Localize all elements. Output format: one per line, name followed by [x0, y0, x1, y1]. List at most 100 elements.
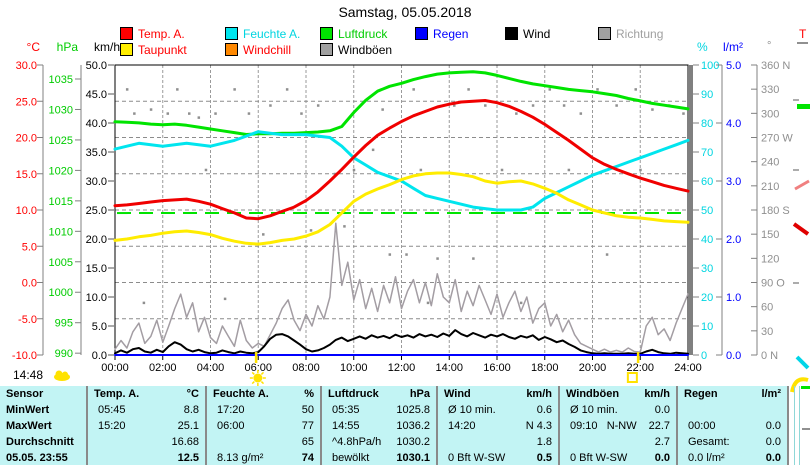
cell-label: 14:55: [332, 420, 360, 432]
table-row: 16.68: [88, 434, 205, 450]
legend-swatch: [415, 27, 428, 40]
direction-tick-label: 270 W: [761, 133, 793, 145]
column-header: Luftdruck hPa: [322, 386, 436, 402]
pressure-tick-label: 995: [55, 318, 73, 330]
legend-label: Taupunkt: [138, 43, 187, 57]
row-label: Durchschnitt: [6, 436, 74, 448]
cell-value: 0.0: [765, 436, 781, 448]
table-row: 15:20 25.1: [88, 418, 205, 434]
direction-tick-label: 240: [761, 157, 779, 169]
direction-point: [548, 88, 552, 91]
direction-point: [333, 172, 337, 176]
column-unit: l/m²: [761, 388, 781, 400]
time-tick-label: 22:00: [626, 362, 654, 374]
temp-tick-label: -5.0: [18, 314, 37, 326]
wind-tick-label: 25.0: [86, 205, 107, 217]
direction-point: [419, 168, 423, 172]
direction-point: [515, 112, 518, 115]
legend-swatch: [598, 27, 611, 40]
direction-point: [579, 112, 583, 115]
temp-tick-label: 30.0: [16, 60, 37, 72]
direction-tick-label: 0 N: [761, 350, 778, 362]
table-row: [678, 402, 787, 418]
table-row: 06:00 77: [207, 418, 320, 434]
direction-tick-label: 90 O: [761, 278, 785, 290]
column-unit: %: [304, 388, 314, 400]
table-row: 09:10 N-NW 22.7: [560, 418, 676, 434]
windboeen-series-line: [114, 222, 689, 353]
cell-value: 2.7: [654, 436, 670, 448]
right-edge-t-label: T: [797, 27, 809, 44]
cell-value: 22.7: [648, 420, 670, 432]
temp-tick-label: 0.0: [22, 278, 37, 290]
cell-label: ^4.8hPa/h: [332, 436, 382, 448]
time-tick-label: 10:00: [340, 362, 368, 374]
cell-value: 25.1: [177, 420, 199, 432]
cell-label: 0.0 l/m²: [688, 452, 725, 464]
rain-tick-label: 3.0: [726, 176, 741, 188]
column-name: Luftdruck: [328, 388, 379, 400]
column-name: Temp. A.: [94, 388, 140, 400]
column-name: Regen: [684, 388, 718, 400]
column-unit: hPa: [409, 388, 430, 400]
table-row: 14:20 N 4.3: [438, 418, 558, 434]
pressure-tick-label: 1025: [49, 135, 73, 147]
cell-label: [207, 434, 217, 450]
legend-item-wind: Wind: [505, 27, 551, 41]
direction-point: [269, 104, 272, 107]
legend-label: Windchill: [243, 43, 292, 57]
direction-axis-unit: °: [767, 40, 772, 52]
legend-label: Luftdruck: [338, 27, 388, 41]
table-row: 17:20 50: [207, 402, 320, 418]
wind-tick-label: 50.0: [86, 60, 107, 72]
direction-point: [204, 168, 208, 172]
cell-value: 1036.2: [396, 420, 430, 432]
cell-label: [88, 450, 98, 465]
sunrise-sun-ray: [260, 371, 265, 375]
cell-label: 8.13 g/m²: [217, 452, 264, 464]
direction-point: [176, 88, 179, 91]
table-column-luftdruck: Luftdruck hPa 05:35 1025.8 14:55 1036.2 ^4.8hP…: [322, 386, 438, 465]
direction-point: [188, 112, 191, 115]
humidity-axis-unit: %: [697, 40, 708, 54]
cell-label: 0 Bft W-SW: [448, 452, 506, 464]
pressure-axis-unit: hPa: [56, 40, 78, 54]
luftdruck-series-line: [113, 70, 690, 136]
legend-item-windchill: Windchill: [225, 43, 292, 57]
pressure-tick-label: 1005: [49, 257, 73, 269]
table-row: 65: [207, 434, 320, 450]
direction-point: [309, 229, 313, 232]
temp-tick-label: -10.0: [12, 350, 37, 362]
table-row: Ø 10 min. 0.6: [438, 402, 558, 418]
direction-point: [343, 225, 346, 228]
cell-label: [678, 402, 688, 418]
table-row: 1.8: [438, 434, 558, 450]
direction-point: [214, 112, 217, 115]
row-label: MaxWert: [6, 420, 52, 432]
column-name: Feuchte A.: [213, 388, 269, 400]
legend-swatch: [320, 27, 333, 40]
sunrise-sun-ray: [251, 381, 255, 385]
time-tick-label: 16:00: [483, 362, 511, 374]
direction-point: [484, 104, 487, 107]
time-tick-label: 12:00: [388, 362, 416, 374]
cell-label: [560, 434, 570, 450]
edge-mark-sun-arc: [790, 377, 809, 393]
taupunkt-series-line: [113, 171, 690, 246]
direction-point: [300, 112, 303, 115]
table-row: 05:45 8.8: [88, 402, 205, 418]
direction-point: [223, 297, 227, 301]
feuchte-series-line: [113, 130, 690, 212]
sunrise-tick: [254, 352, 258, 363]
wind-tick-label: 0.0: [92, 350, 107, 362]
direction-point: [682, 112, 685, 115]
legend-label: Wind: [523, 27, 551, 41]
table-row: 05:35 1025.8: [322, 402, 436, 418]
time-tick-label: 08:00: [292, 362, 320, 374]
direction-tick-label: 360 N: [761, 60, 790, 72]
humidity-tick-label: 30: [701, 263, 713, 275]
cell-value: 1.8: [536, 436, 552, 448]
column-unit: km/h: [644, 388, 670, 400]
sunrise-sun-icon: [253, 373, 263, 383]
wind-tick-label: 40.0: [86, 118, 107, 130]
